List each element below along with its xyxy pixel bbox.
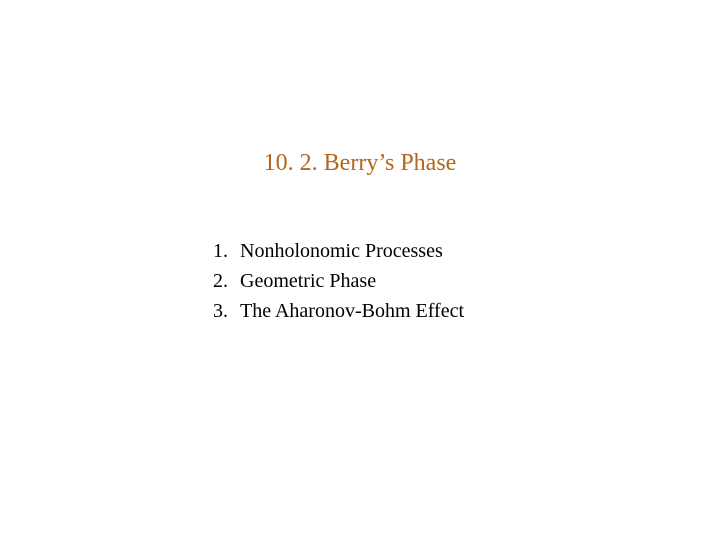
slide-title: 10. 2. Berry’s Phase bbox=[0, 150, 720, 177]
list-item: 3. The Aharonov-Bohm Effect bbox=[200, 296, 464, 326]
list-item: 2. Geometric Phase bbox=[200, 266, 464, 296]
slide: 10. 2. Berry’s Phase 1. Nonholonomic Pro… bbox=[0, 0, 720, 540]
list-item: 1. Nonholonomic Processes bbox=[200, 236, 464, 266]
slide-list: 1. Nonholonomic Processes 2. Geometric P… bbox=[200, 236, 464, 326]
list-text: Geometric Phase bbox=[240, 266, 376, 296]
list-text: Nonholonomic Processes bbox=[240, 236, 443, 266]
list-number: 3. bbox=[200, 296, 228, 326]
list-number: 1. bbox=[200, 236, 228, 266]
list-number: 2. bbox=[200, 266, 228, 296]
list-text: The Aharonov-Bohm Effect bbox=[240, 296, 464, 326]
